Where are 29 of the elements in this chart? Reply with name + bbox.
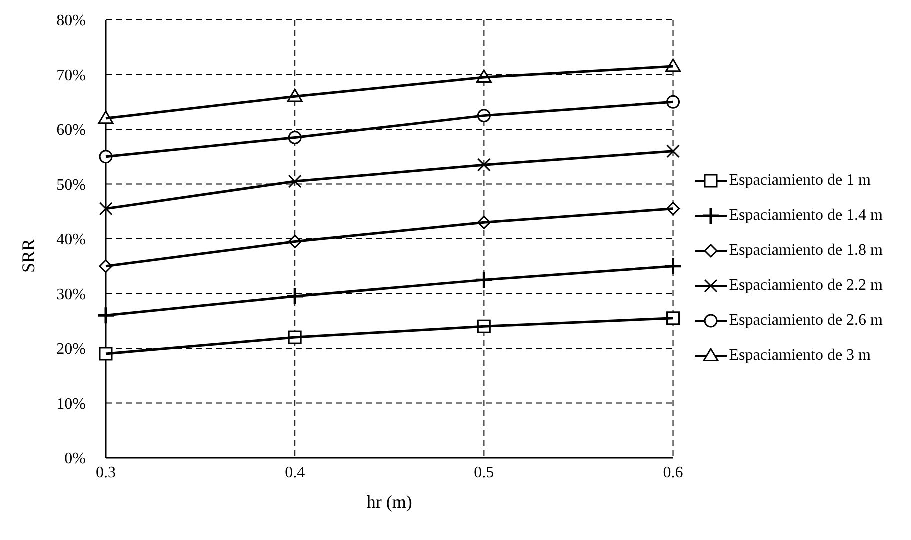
legend-label: Espaciamiento de 3 m — [729, 346, 871, 364]
point — [477, 158, 491, 172]
y-tick-label: 40% — [56, 232, 86, 249]
y-tick-label: 50% — [56, 176, 86, 194]
legend-label: Espaciamiento de 2.6 m — [729, 312, 883, 330]
y-tick-label: 10% — [56, 396, 86, 413]
point — [96, 306, 116, 325]
legend-label: Espaciamiento de 1 m — [729, 172, 871, 190]
point — [288, 174, 302, 188]
y-axis-title: SRR — [18, 239, 38, 274]
y-tick-label: 20% — [56, 341, 86, 358]
legend-label: Espaciamiento de 1.4 m — [729, 206, 883, 224]
y-tick-label: 70% — [56, 67, 86, 84]
x-axis-title: hr (m) — [366, 492, 412, 512]
x-tick-label: 0.5 — [474, 464, 494, 482]
legend-label: Espaciamiento de 1.8 m — [729, 242, 883, 260]
y-tick-label: 0% — [64, 450, 86, 468]
legend-label: Espaciamiento de 2.2 m — [729, 276, 883, 294]
y-tick-label: 80% — [56, 12, 86, 30]
x-tick-label: 0.4 — [285, 464, 306, 482]
point — [664, 257, 683, 276]
y-tick-label: 30% — [56, 286, 86, 304]
point — [474, 270, 494, 290]
point — [99, 202, 113, 216]
x-tick-label: 0.6 — [663, 464, 684, 482]
point — [666, 144, 680, 158]
point — [286, 287, 304, 306]
x-tick-label: 0.3 — [96, 464, 116, 482]
y-tick-label: 60% — [56, 122, 86, 140]
